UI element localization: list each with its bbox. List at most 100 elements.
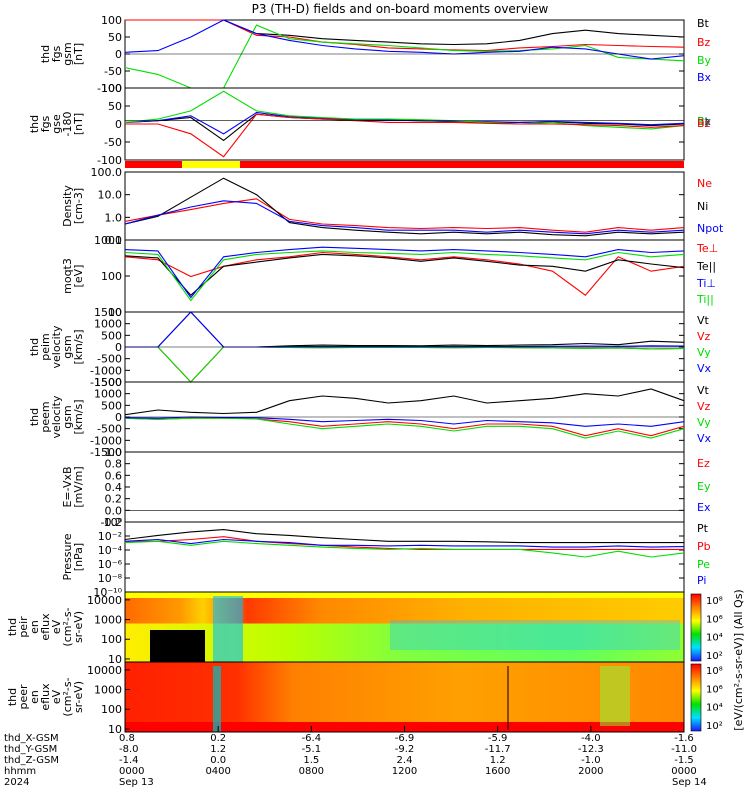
x-tick-label: Sep 13 xyxy=(119,777,154,788)
colorbar-tick-label: 10⁴ xyxy=(706,633,723,644)
spectrogram-peir_spectrogram: 10000 1000 100 10 thdpeirenefluxeV(cm²-s-sr-… xyxy=(6,591,685,666)
series-by xyxy=(124,24,685,89)
y-label-line: [km/s] xyxy=(72,329,85,364)
y-label-line: gsm xyxy=(61,335,74,358)
x-tick-label: -4.0 xyxy=(581,733,601,744)
legend-bz: Bz xyxy=(697,36,711,49)
series-vz xyxy=(125,346,685,383)
x-tick-label: -5.1 xyxy=(302,744,322,755)
legend-vy: Vy xyxy=(697,416,711,429)
y-tick-label: 50 xyxy=(108,100,122,113)
y-label-line: en xyxy=(28,620,41,634)
x-tick-label: -1.4 xyxy=(119,755,139,766)
spectrogram-feature xyxy=(213,596,243,662)
y-tick-label: 0 xyxy=(115,48,122,61)
y-label-line: Density xyxy=(61,185,74,227)
legend-te-: Te|| xyxy=(696,260,716,273)
y-tick-label: 1.0 xyxy=(105,446,123,459)
y-label-line: peir xyxy=(17,616,30,638)
series-bz xyxy=(125,113,685,158)
x-tick-label: 1.5 xyxy=(303,755,319,766)
series-pe xyxy=(124,540,685,558)
y-tick-label: 10⁻⁶ xyxy=(98,558,123,571)
colorbar-tick-label: 10⁴ xyxy=(706,703,723,714)
y-label-line: gsm xyxy=(61,42,74,65)
panel-efield: 1.00.80.60.40.20.0-0.2 E=-VxB[mV/m] Ez Ey Ex xyxy=(61,446,711,529)
legend-ex: Ex xyxy=(697,501,711,514)
y-tick-label: 10 xyxy=(108,653,122,666)
y-tick-label: 10.0 xyxy=(98,189,123,202)
legend-vz: Vz xyxy=(697,400,711,413)
y-label-line: [cm-3] xyxy=(72,188,85,224)
y-label-line: fgs xyxy=(50,45,63,62)
x-tick-label: -12.3 xyxy=(578,744,604,755)
y-tick-label: 0.4 xyxy=(105,481,123,494)
y-label-line: thd xyxy=(28,338,41,356)
x-tick-label: 0.0 xyxy=(210,755,226,766)
y-tick-label: 10⁻⁴ xyxy=(98,544,123,557)
legend-vx: Vx xyxy=(697,362,712,375)
series-vz xyxy=(124,417,685,437)
series-bx xyxy=(124,19,685,60)
x-tick-label: Sep 14 xyxy=(672,777,707,788)
y-tick-label: 0.0 xyxy=(105,504,123,517)
orbit-bar-segment xyxy=(182,161,240,168)
y-tick-label: 1000 xyxy=(94,388,122,401)
series-bt xyxy=(124,113,685,142)
colorbar-segment xyxy=(690,663,702,732)
y-label-line: gsm xyxy=(61,405,74,428)
colorbar-tick-label: 10⁶ xyxy=(706,684,723,695)
y-tick-label: 100 xyxy=(101,270,122,283)
series-vt xyxy=(124,388,685,416)
y-axis-label: E=-VxB[mV/m] xyxy=(61,466,85,507)
y-axis-label: moqt3[eV] xyxy=(61,258,85,294)
x-tick-label: 2000 xyxy=(578,766,603,777)
y-label-line: eV xyxy=(50,619,63,634)
series-by xyxy=(124,90,685,130)
y-label-line: [nT] xyxy=(72,113,85,135)
panel-temperature: 1000 100 10 moqt3[eV] Te⊥ Te|| Ti⊥ Ti|| xyxy=(61,234,718,319)
y-tick-label: 10000 xyxy=(87,664,122,677)
legend-by: By xyxy=(697,115,712,128)
series-vy xyxy=(125,346,685,383)
panel-density: 100.0 10.0 1.0 0.1 Density[cm-3] Ne Ni Npot xyxy=(61,166,724,247)
spectrogram-feature xyxy=(390,620,680,650)
y-tick-label: 10⁻¹⁰ xyxy=(93,586,122,599)
y-label-line: [nPa] xyxy=(72,543,85,571)
legend-pb: Pb xyxy=(697,540,711,553)
x-row-label: thd_Z-GSM xyxy=(4,755,59,766)
y-label-line: eflux xyxy=(39,613,52,641)
panels-group: 100500-50-100thdfgsgsm[nT]BtBzByBx100500… xyxy=(28,14,724,599)
y-tick-label: -100 xyxy=(97,82,122,95)
x-tick-label: 1600 xyxy=(485,766,510,777)
y-label-line: Pressure xyxy=(61,533,74,580)
legend-bz: Bz xyxy=(697,117,711,130)
legend-vz: Vz xyxy=(697,330,711,343)
colorbar-tick-label: 10⁶ xyxy=(706,614,723,625)
x-tick-label: 1.2 xyxy=(210,744,226,755)
y-label-line: sr-eV) xyxy=(72,611,85,643)
y-label-line: peem xyxy=(39,401,52,432)
x-tick-label: -1.0 xyxy=(581,755,601,766)
y-label-line: (cm²-s- xyxy=(61,677,74,716)
x-tick-label: -1.5 xyxy=(674,755,694,766)
y-tick-label: -1000 xyxy=(90,434,122,447)
y-tick-label: -50 xyxy=(104,65,122,78)
x-tick-label: -5.9 xyxy=(488,733,508,744)
series-ne xyxy=(124,198,685,233)
y-tick-label: 1500 xyxy=(94,306,122,319)
panel-frame xyxy=(124,521,685,593)
spectrogram-feature xyxy=(600,666,630,726)
figure-title: P3 (TH-D) fields and on-board moments ov… xyxy=(252,2,549,16)
y-label-line: velocity xyxy=(50,395,63,438)
y-label-line: sr-eV) xyxy=(72,681,85,713)
y-label-line: (cm²-s- xyxy=(61,607,74,646)
legend-ne: Ne xyxy=(697,177,712,190)
